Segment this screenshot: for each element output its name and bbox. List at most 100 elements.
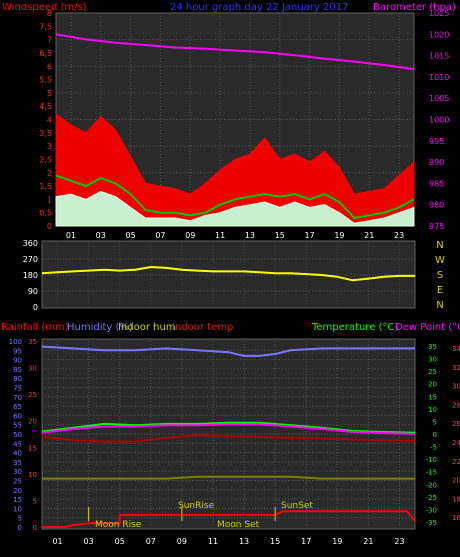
- humidity-tick-label: 5: [18, 515, 22, 523]
- windspeed-tick-label: 0: [47, 222, 52, 231]
- temperature-tick-label: 5: [433, 418, 437, 426]
- temperature-tick-label: 35: [428, 343, 437, 351]
- temp-x-tick-label: 11: [208, 537, 218, 546]
- humidity-tick-label: 80: [13, 375, 22, 383]
- compass-label: S: [437, 270, 443, 281]
- wind-x-tick-label: 15: [275, 231, 285, 240]
- windspeed-tick-label: 0,5: [39, 209, 52, 218]
- chart-title: 24 hour graph day 22 January 2017: [170, 2, 348, 13]
- wind-x-tick-label: 11: [215, 231, 225, 240]
- wind-x-tick-label: 09: [185, 231, 195, 240]
- barometer-tick-label: 1005: [429, 94, 449, 103]
- temp-x-tick-label: 07: [146, 537, 156, 546]
- rain-tick-label: 35: [28, 338, 37, 346]
- windspeed-axis-label: Windspeed (m/s): [2, 2, 87, 13]
- humidity-tick-label: 90: [13, 357, 22, 365]
- rainfall-line: [42, 510, 416, 528]
- rain-tick-label: 30: [28, 365, 37, 373]
- wind-x-tick-label: 21: [364, 231, 374, 240]
- wind-direction-line: [41, 265, 415, 282]
- compass-label: N: [436, 300, 443, 311]
- temp-x-tick-label: 09: [177, 537, 187, 546]
- temp-x-tick-label: 03: [84, 537, 94, 546]
- sunrise-annotation: SunRise: [178, 501, 215, 511]
- barometer-tick-label: 1025: [429, 9, 449, 18]
- rain-tick-label: 10: [28, 471, 37, 479]
- direction-panel-series: [41, 265, 415, 282]
- temp-x-tick-label: 01: [52, 537, 62, 546]
- temperature-tick-label: -35: [426, 519, 437, 527]
- direction-tick-label: 90: [28, 287, 38, 296]
- compass-label: N: [436, 240, 443, 251]
- gust-area: [55, 113, 415, 227]
- humidity-tick-label: 25: [13, 478, 22, 486]
- direction-tick-label: 0: [33, 303, 38, 312]
- direction-panel-left-ticks: 360 270 180 90 0: [23, 239, 38, 312]
- temperature-tick-label: -15: [426, 469, 437, 477]
- wind-x-tick-label: 23: [394, 231, 404, 240]
- wind-panel-left-ticks: 0 0,5 1 1,5 2 2,5 3 3,5 4 4,5 5 5,5 6 6,5 7 7,5 8: [39, 9, 52, 231]
- humidity-tick-label: 50: [13, 431, 22, 439]
- temperature-tick-label: 0: [433, 431, 437, 439]
- humidity-tick-label: 65: [13, 403, 22, 411]
- wind-panel-right-ticks: 975 980 985 990 995 1000 1005 1010 1015 1020 1025: [429, 9, 449, 231]
- windspeed-tick-label: 8: [47, 9, 52, 18]
- indoor-hum-label: Indoor hum: [118, 322, 176, 333]
- temperature-tick-label: 10: [428, 406, 437, 414]
- humidity-line: [41, 345, 415, 357]
- dewpoint-tick-label: 30: [452, 383, 460, 391]
- temperature-tick-label: 25: [428, 368, 437, 376]
- wind-x-tick-label: 05: [125, 231, 135, 240]
- dew-point-line: [41, 423, 416, 435]
- dewpoint-tick-label: 22: [452, 458, 460, 466]
- humidity-tick-label: 85: [13, 366, 22, 374]
- humidity-tick-label: 60: [13, 412, 22, 420]
- compass-label: E: [437, 285, 443, 296]
- temp-panel-series: [41, 345, 416, 528]
- compass-label: W: [435, 255, 445, 266]
- barometer-axis-label: Barometer (hpa): [373, 2, 456, 13]
- humidity-tick-label: 30: [13, 468, 22, 476]
- windspeed-tick-label: 5: [47, 89, 52, 98]
- humidity-tick-label: 40: [13, 450, 22, 458]
- humidity-label: Humidity (%): [67, 322, 133, 333]
- temperature-tick-label: -25: [426, 494, 437, 502]
- temperature-tick-label: -20: [426, 481, 437, 489]
- humidity-tick-label: 10: [13, 505, 22, 513]
- temperature-tick-label: 30: [428, 356, 437, 364]
- wind-x-tick-label: 13: [245, 231, 255, 240]
- dewpoint-tick-label: 34: [452, 345, 460, 353]
- barometer-line: [55, 33, 415, 71]
- barometer-tick-label: 1020: [429, 30, 449, 39]
- windspeed-tick-label: 6,5: [39, 49, 52, 58]
- average-speed-line: [55, 174, 415, 220]
- humidity-tick-label: 70: [13, 394, 22, 402]
- rain-tick-label: 25: [28, 391, 37, 399]
- wind-x-tick-label: 01: [66, 231, 76, 240]
- dewpoint-tick-label: 24: [452, 439, 460, 447]
- direction-panel-grid: [42, 243, 415, 307]
- humidity-tick-label: 55: [13, 422, 22, 430]
- barometer-tick-label: 990: [429, 158, 444, 167]
- temp-x-tick-label: 17: [301, 537, 311, 546]
- humidity-tick-label: 75: [13, 385, 22, 393]
- rain-axis-ticks: 0 5 10 15 20 25 30 35: [28, 338, 37, 532]
- windspeed-tick-label: 7: [47, 36, 52, 45]
- windspeed-tick-label: 6: [47, 62, 52, 71]
- windspeed-tick-label: 5,5: [39, 76, 52, 85]
- temp-x-tick-label: 19: [332, 537, 342, 546]
- wind-x-tick-label: 19: [334, 231, 344, 240]
- dewpoint-tick-label: 16: [452, 514, 460, 522]
- windspeed-tick-label: 1,5: [39, 182, 52, 191]
- temperature-label: Temperature (°C): [311, 322, 398, 333]
- windspeed-tick-label: 7,5: [39, 22, 52, 31]
- rain-tick-label: 15: [28, 444, 37, 452]
- direction-tick-label: 360: [23, 239, 38, 248]
- dewpoint-label: Dew Point (°C): [395, 322, 460, 333]
- temp-x-tick-label: 23: [394, 537, 404, 546]
- dewpoint-tick-label: 32: [452, 364, 460, 372]
- moonset-annotation: Moon Set: [217, 520, 260, 530]
